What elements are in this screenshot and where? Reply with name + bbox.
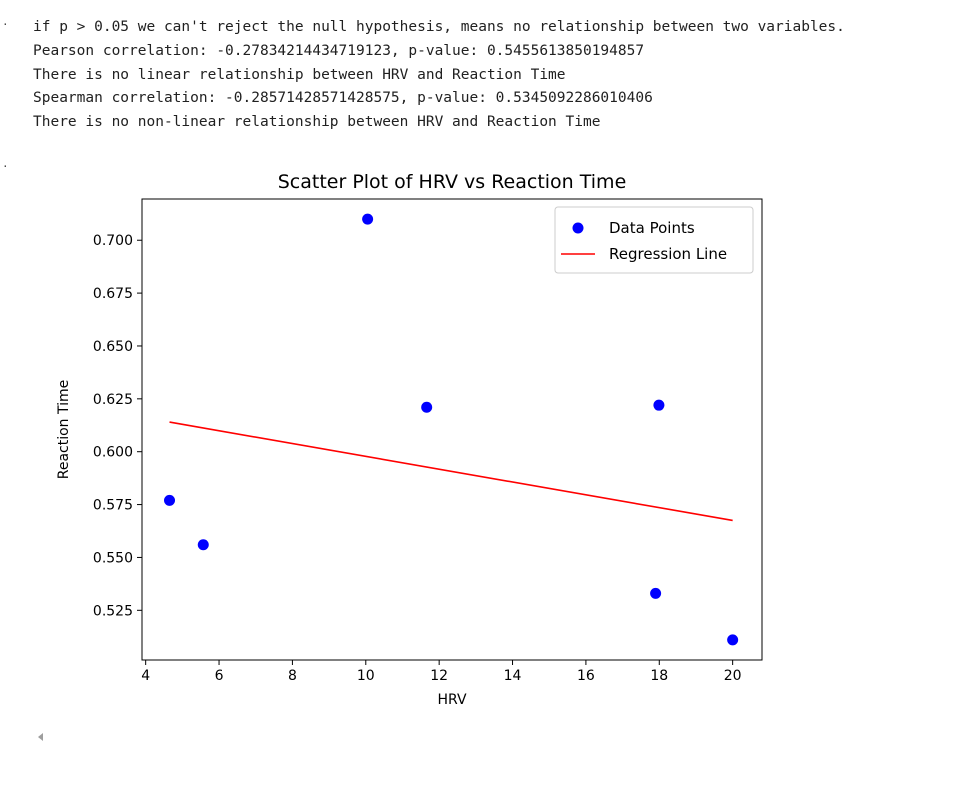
x-axis-label: HRV [437,692,466,708]
x-tick-label: 6 [215,668,224,684]
legend-marker-data-points [572,222,584,234]
data-point [653,399,665,411]
cell-output-text: if p > 0.05 we can't reject the null hyp… [33,16,845,135]
plot-prompt-marker: · [2,160,9,173]
x-tick-label: 14 [504,668,522,684]
scatter-chart: Scatter Plot of HRV vs Reaction Time 4 6 8… [56,171,763,708]
x-tick-label: 12 [430,668,448,684]
chart-legend: Data Points Regression Line [554,206,754,274]
legend-box [554,206,754,274]
x-axis-ticks: 4 6 8 10 12 14 16 18 20 [141,660,742,684]
scroll-left-arrow-icon[interactable] [38,733,43,741]
output-line: Pearson correlation: -0.2783421443471912… [33,42,645,59]
data-point [164,494,176,506]
y-tick-label: 0.700 [93,233,133,249]
y-axis-ticks: 0.525 0.550 0.575 0.600 0.625 0.650 0.675 0.700 [93,233,142,619]
x-tick-label: 10 [357,668,375,684]
data-point [197,539,209,551]
legend-label-regression-line: Regression Line [609,245,727,263]
output-line: There is no linear relationship between … [33,66,566,83]
y-tick-label: 0.675 [93,286,133,302]
y-tick-label: 0.650 [93,339,133,355]
x-tick-label: 20 [724,668,742,684]
legend-label-data-points: Data Points [609,219,695,237]
output-line: There is no non-linear relationship betw… [33,114,601,131]
x-tick-label: 4 [141,668,150,684]
y-tick-label: 0.625 [93,392,133,408]
series-layer [164,213,739,646]
y-tick-label: 0.550 [93,550,133,566]
x-tick-label: 18 [650,668,668,684]
y-tick-label: 0.525 [93,603,133,619]
data-point [650,587,662,599]
x-tick-label: 16 [577,668,595,684]
output-prompt-marker: · [2,18,9,31]
data-point [421,401,433,413]
plot-frame [141,198,763,661]
x-tick-label: 8 [288,668,297,684]
output-line: Spearman correlation: -0.285714285714285… [33,90,653,107]
y-axis-label: Reaction Time [56,380,72,480]
data-point [362,213,374,225]
chart-title: Scatter Plot of HRV vs Reaction Time [278,171,627,193]
data-point [727,634,739,646]
output-line: if p > 0.05 we can't reject the null hyp… [33,19,845,35]
y-tick-label: 0.600 [93,445,133,461]
regression-line [169,421,733,522]
y-tick-label: 0.575 [93,498,133,514]
